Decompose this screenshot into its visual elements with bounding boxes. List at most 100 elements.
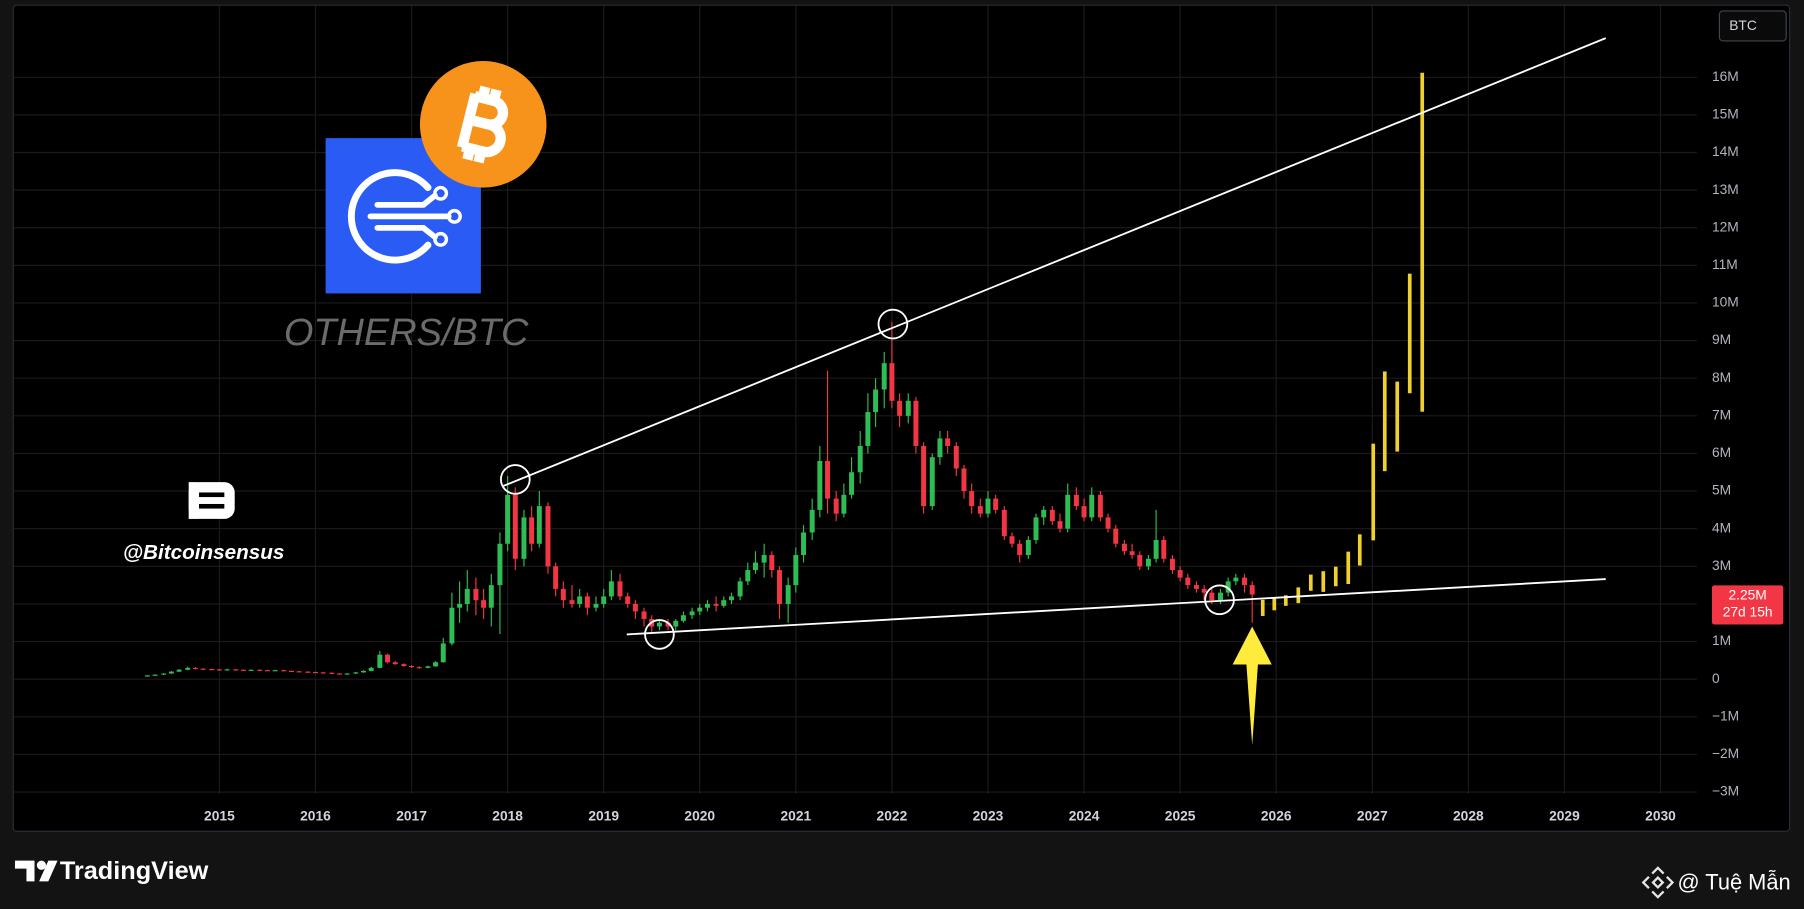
projection-bar	[1296, 587, 1301, 604]
candle-body	[185, 667, 191, 670]
candle-body	[569, 600, 575, 604]
y-tick-label: 16M	[1712, 69, 1739, 84]
candle-body	[385, 654, 391, 663]
arrow	[1232, 626, 1272, 745]
candle-body	[777, 570, 782, 604]
candle-body	[192, 667, 198, 670]
x-tick-label: 2028	[1453, 809, 1484, 824]
candle-body	[392, 662, 398, 665]
y-tick-label: −1M	[1712, 708, 1739, 723]
y-tick-label: 5M	[1712, 483, 1731, 498]
candle-body	[1121, 543, 1127, 552]
candle-body	[1113, 528, 1119, 544]
y-tick-label: 3M	[1712, 558, 1731, 573]
candle-body	[961, 468, 967, 492]
symbol-label[interactable]: BTC	[1729, 18, 1757, 33]
candle-body	[753, 562, 758, 571]
candle-body	[1017, 543, 1023, 556]
candle-body	[488, 585, 494, 608]
projection-bar	[1371, 443, 1376, 541]
x-tick-label: 2015	[204, 809, 235, 824]
candle-body	[305, 671, 311, 673]
candle-body	[704, 603, 710, 608]
y-tick-label: 1M	[1712, 633, 1731, 648]
candle-body	[929, 457, 935, 507]
candle-body	[713, 603, 719, 606]
candle-body	[881, 363, 887, 390]
candle-body	[577, 596, 583, 604]
candle-body	[409, 665, 415, 668]
bitcoinsensus-logo	[188, 482, 235, 519]
projection-bar	[1382, 371, 1387, 472]
candle-body	[240, 669, 246, 671]
candle-body	[873, 389, 879, 413]
trendline	[502, 37, 1607, 488]
bitcoin-logo	[419, 61, 547, 188]
y-tick-label: 10M	[1712, 295, 1739, 310]
candle-body	[641, 611, 647, 619]
x-tick-label: 2026	[1261, 809, 1292, 824]
last-price-label: 2.25M	[1728, 587, 1766, 602]
candle-body	[1249, 585, 1255, 595]
candle-body	[632, 603, 638, 612]
candle-body	[673, 620, 679, 627]
y-tick-label: −3M	[1712, 784, 1739, 799]
candle-body	[344, 673, 350, 675]
y-tick-label: 7M	[1712, 407, 1731, 422]
highlight-circle	[644, 619, 675, 650]
candle-body	[593, 603, 599, 608]
candle-body	[1129, 551, 1135, 556]
y-tick-label: 0	[1712, 671, 1720, 686]
candle-body	[1049, 509, 1055, 522]
symbol-button[interactable]: BTC	[1718, 10, 1787, 42]
y-tick-label: 15M	[1712, 107, 1739, 122]
x-tick-label: 2018	[492, 809, 523, 824]
y-tick-label: −2M	[1712, 746, 1739, 761]
candle-body	[1209, 592, 1215, 601]
candle-body	[1217, 592, 1223, 601]
candle-body	[601, 596, 607, 604]
candle-body	[889, 363, 895, 401]
candle-body	[913, 400, 919, 446]
candle-body	[440, 643, 446, 663]
candle-body	[233, 669, 239, 671]
candle-body	[1089, 494, 1095, 518]
binance-icon	[1641, 866, 1675, 899]
candle-body	[769, 555, 775, 571]
candle-body	[697, 607, 703, 612]
candle-body	[1041, 509, 1047, 518]
candle-body	[401, 664, 407, 666]
candle-body	[1073, 494, 1079, 507]
projection-bar	[1260, 599, 1265, 616]
candle-body	[545, 506, 551, 567]
candle-body	[969, 491, 975, 507]
projection-bar	[1283, 595, 1288, 606]
candle-body	[809, 509, 815, 533]
candle-body	[464, 588, 470, 604]
candle-body	[921, 445, 927, 507]
button-frame[interactable]	[1718, 10, 1787, 42]
candle-body	[625, 596, 631, 604]
last-price-box	[1711, 585, 1784, 625]
candle-body	[320, 672, 326, 674]
chart-panel	[12, 4, 1791, 832]
author: @ Tuệ Mẫn	[1677, 869, 1790, 894]
candle-body	[312, 672, 318, 674]
candle-body	[1057, 521, 1063, 529]
candle-body	[656, 622, 662, 627]
candle-body	[841, 494, 847, 514]
plot-area	[144, 37, 1607, 745]
y-tick-label: 9M	[1712, 332, 1731, 347]
candle-body	[945, 438, 951, 446]
projection-bar	[1333, 566, 1338, 587]
candle-body	[953, 445, 959, 469]
candle-body	[1137, 555, 1143, 567]
candle-body	[793, 555, 799, 586]
x-tick-label: 2023	[973, 809, 1004, 824]
candle-body	[905, 400, 911, 416]
candle-body	[473, 588, 479, 601]
candle-body	[481, 600, 487, 608]
grid	[13, 5, 1698, 794]
